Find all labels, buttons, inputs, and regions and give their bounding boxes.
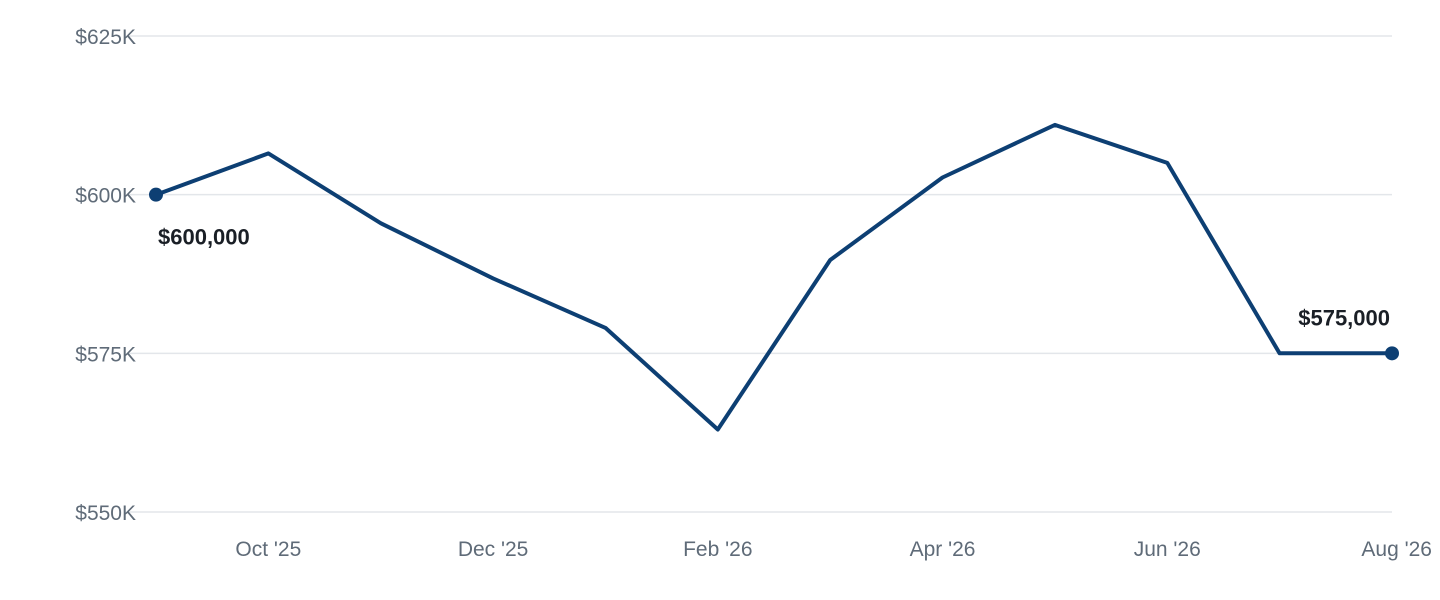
x-tick-label: Oct '25 — [235, 538, 301, 561]
series-layer — [154, 122, 1394, 432]
endpoint-marker — [149, 187, 163, 202]
endpoint-marker — [1385, 346, 1399, 361]
x-axis: Oct '25 Dec '25 Feb '26 Apr '26 Jun '26 Aug '… — [235, 538, 1432, 561]
x-tick-label: Aug '26 — [1361, 538, 1432, 561]
data-point — [265, 150, 271, 156]
data-label: $600,000 — [158, 225, 250, 250]
grid-lines — [128, 35, 1392, 513]
x-tick-label: Apr '26 — [910, 538, 976, 561]
y-axis: $550K $575K $600K $625K — [75, 26, 136, 525]
data-point — [378, 220, 384, 226]
y-tick-label: $550K — [75, 502, 136, 525]
endpoint-markers — [149, 187, 1399, 361]
data-point — [602, 325, 608, 331]
data-point — [1277, 350, 1283, 356]
data-label: $575,000 — [1298, 305, 1390, 330]
data-point — [490, 275, 496, 281]
y-tick-label: $600K — [75, 185, 136, 208]
data-point — [940, 175, 946, 181]
data-point — [1164, 160, 1170, 166]
x-tick-label: Feb '26 — [683, 538, 752, 561]
x-tick-label: Jun '26 — [1134, 538, 1201, 561]
y-tick-label: $625K — [75, 26, 136, 49]
data-point — [715, 426, 721, 432]
series-line-0 — [154, 122, 1394, 432]
data-point — [827, 257, 833, 263]
y-tick-label: $575K — [75, 343, 136, 366]
x-tick-label: Dec '25 — [458, 538, 529, 561]
data-labels: $600,000 $575,000 — [158, 225, 1390, 331]
data-point — [1052, 122, 1058, 128]
